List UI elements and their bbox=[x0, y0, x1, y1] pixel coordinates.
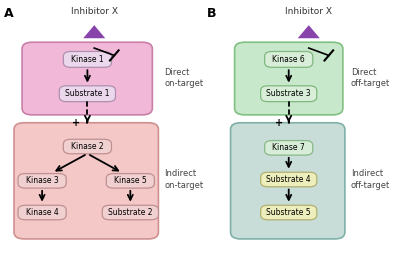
FancyBboxPatch shape bbox=[14, 123, 158, 239]
Text: Inhibitor X: Inhibitor X bbox=[285, 7, 332, 16]
Text: Inhibitor X: Inhibitor X bbox=[71, 7, 118, 16]
FancyBboxPatch shape bbox=[63, 139, 111, 154]
Polygon shape bbox=[298, 25, 320, 38]
Text: Direct
on-target: Direct on-target bbox=[164, 68, 204, 88]
FancyBboxPatch shape bbox=[261, 172, 317, 187]
FancyBboxPatch shape bbox=[18, 174, 66, 188]
FancyBboxPatch shape bbox=[63, 51, 111, 67]
Text: Kinase 1: Kinase 1 bbox=[71, 55, 104, 64]
Text: Substrate 1: Substrate 1 bbox=[65, 89, 109, 98]
FancyBboxPatch shape bbox=[18, 205, 66, 220]
Text: A: A bbox=[4, 7, 14, 20]
Text: Kinase 5: Kinase 5 bbox=[114, 176, 147, 185]
FancyBboxPatch shape bbox=[106, 174, 154, 188]
FancyBboxPatch shape bbox=[235, 42, 343, 115]
FancyBboxPatch shape bbox=[231, 123, 345, 239]
Text: Kinase 2: Kinase 2 bbox=[71, 142, 104, 151]
Text: Kinase 4: Kinase 4 bbox=[26, 208, 59, 217]
Text: +: + bbox=[275, 118, 283, 128]
Text: Indirect
off-target: Indirect off-target bbox=[351, 169, 390, 190]
Text: B: B bbox=[207, 7, 216, 20]
Text: Substrate 4: Substrate 4 bbox=[266, 175, 311, 184]
FancyBboxPatch shape bbox=[59, 86, 115, 102]
FancyBboxPatch shape bbox=[265, 140, 313, 155]
Text: Indirect
on-target: Indirect on-target bbox=[164, 169, 204, 190]
Text: Kinase 3: Kinase 3 bbox=[26, 176, 59, 185]
Text: Substrate 3: Substrate 3 bbox=[266, 89, 311, 98]
FancyBboxPatch shape bbox=[22, 42, 152, 115]
Text: Kinase 7: Kinase 7 bbox=[272, 143, 305, 152]
Text: Kinase 6: Kinase 6 bbox=[272, 55, 305, 64]
Text: +: + bbox=[72, 118, 80, 128]
FancyBboxPatch shape bbox=[261, 205, 317, 220]
FancyBboxPatch shape bbox=[265, 51, 313, 67]
Text: Substrate 5: Substrate 5 bbox=[266, 208, 311, 217]
Text: Substrate 2: Substrate 2 bbox=[108, 208, 152, 217]
FancyBboxPatch shape bbox=[102, 205, 158, 220]
FancyBboxPatch shape bbox=[261, 86, 317, 102]
Polygon shape bbox=[83, 25, 105, 38]
Text: Direct
off-target: Direct off-target bbox=[351, 68, 390, 88]
